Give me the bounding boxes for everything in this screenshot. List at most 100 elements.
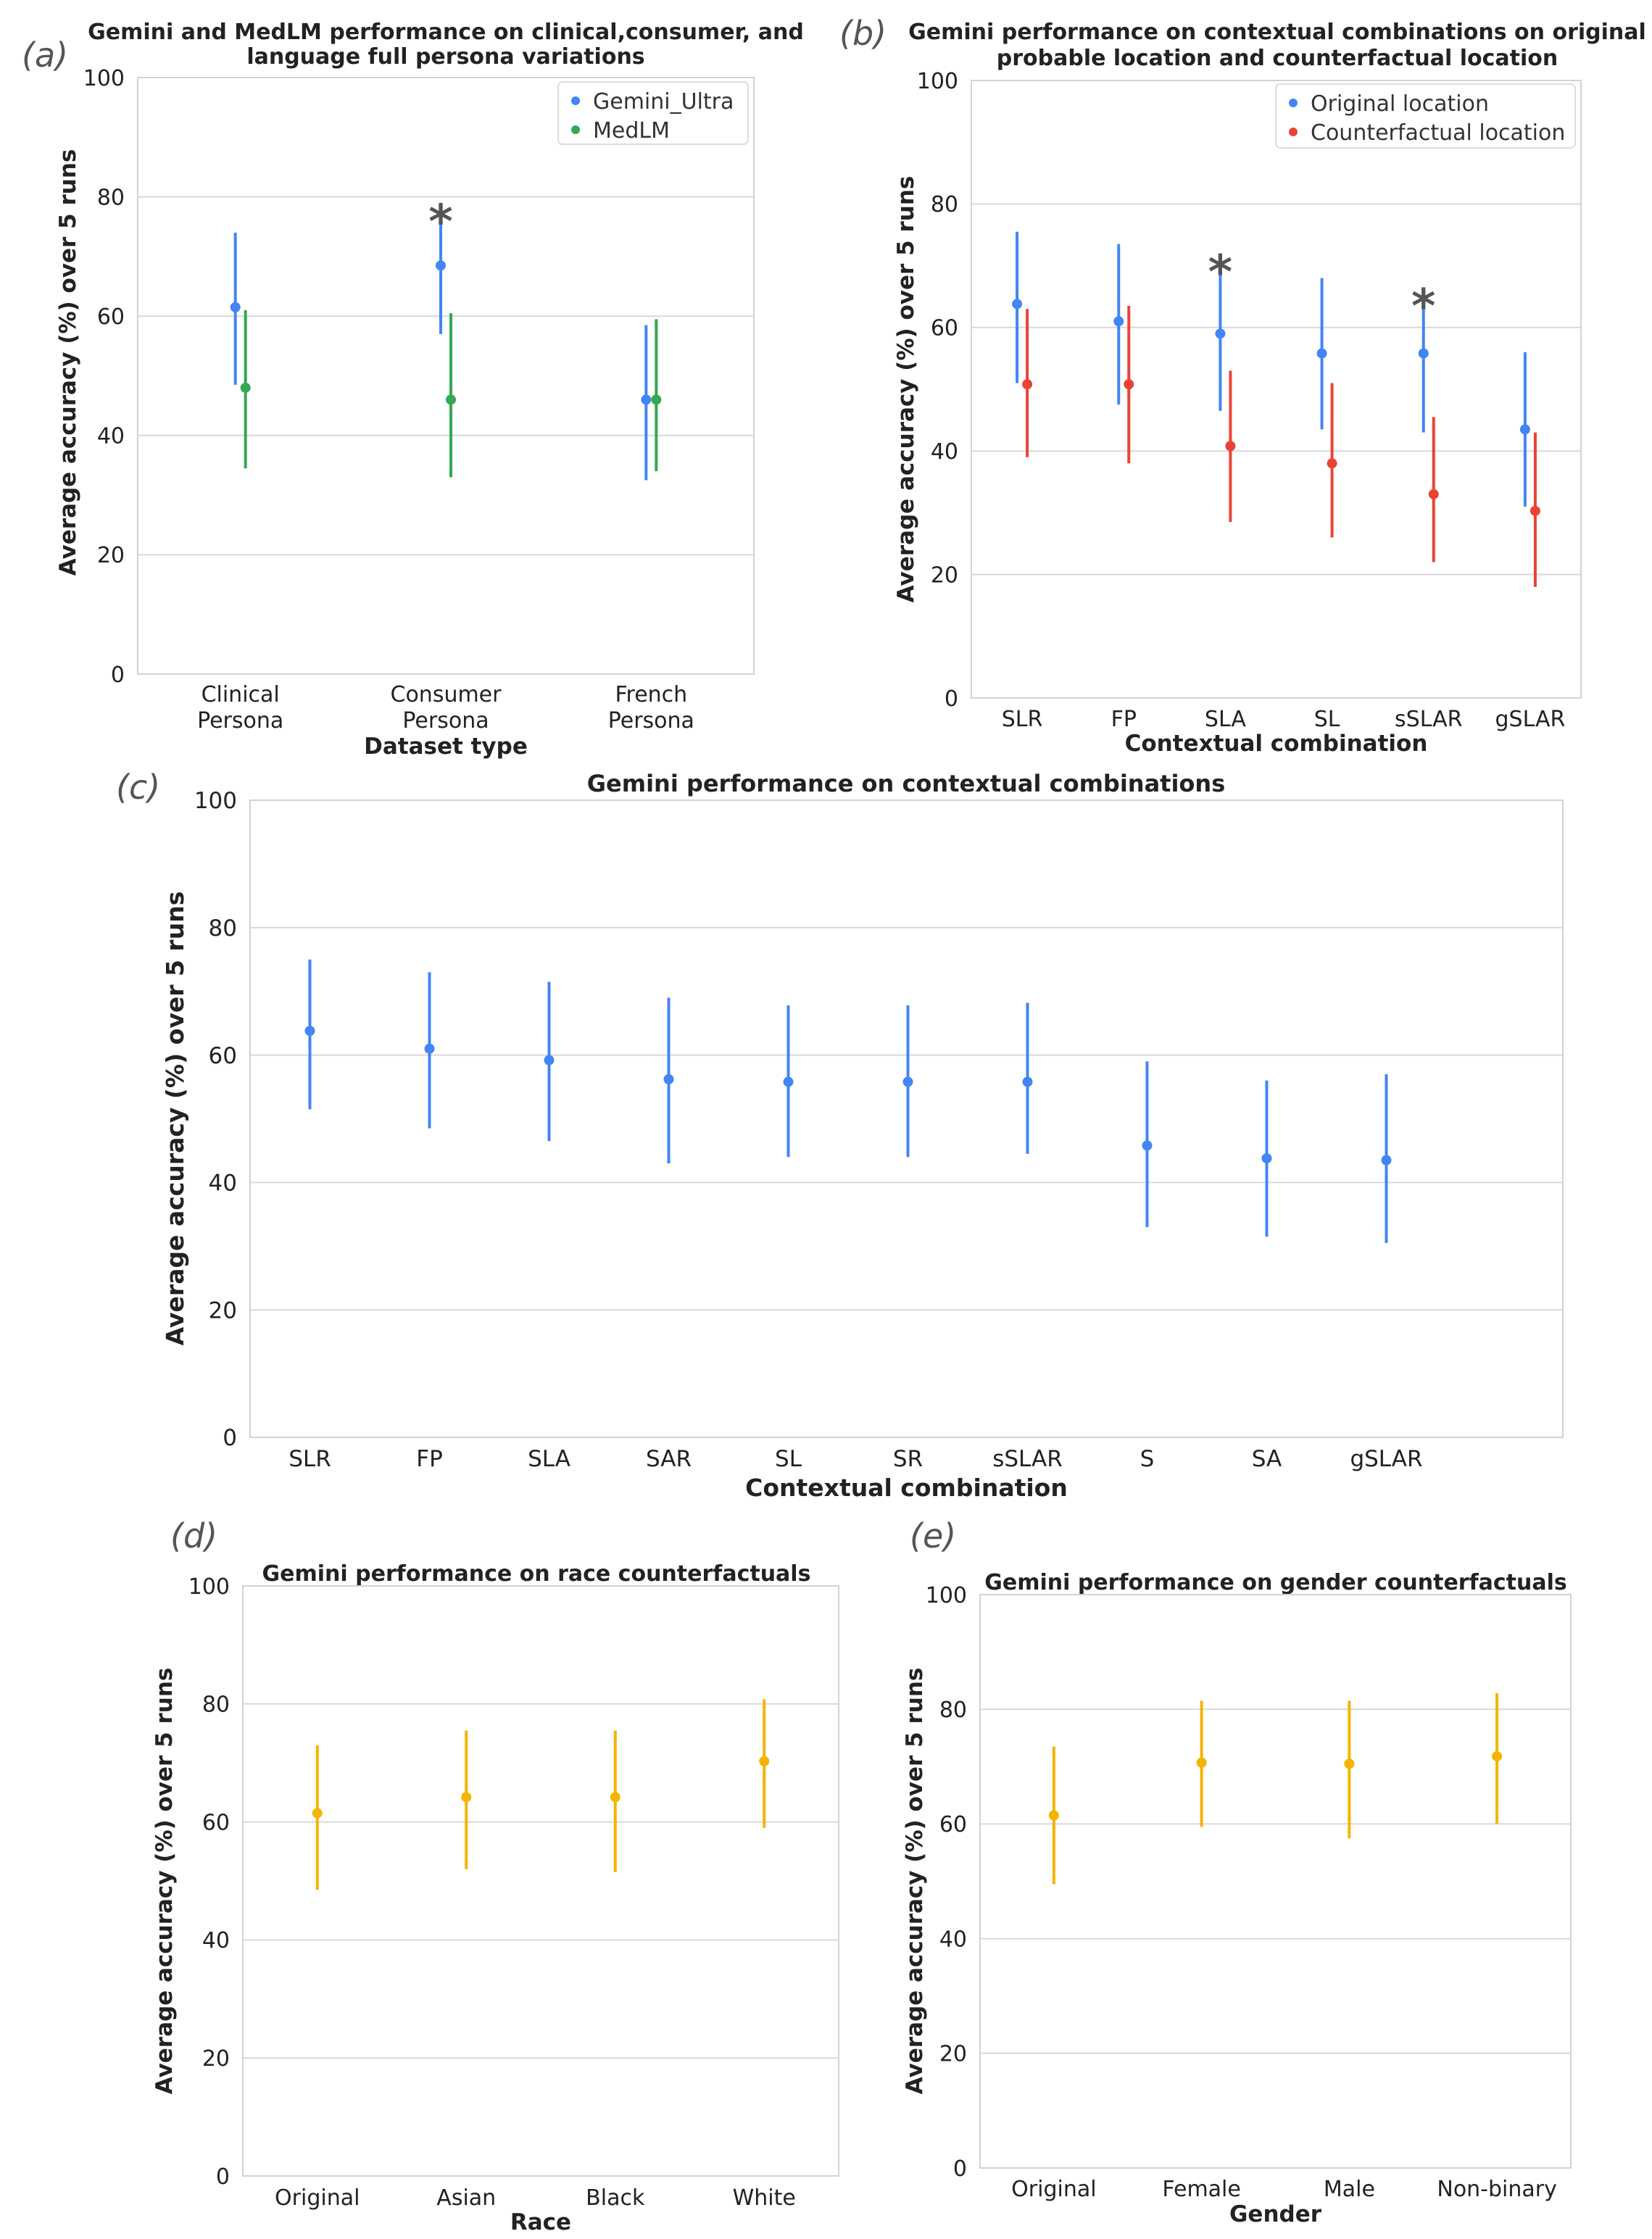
panel-c-xtick-label: S [1140, 1446, 1155, 1472]
panel-b-point-counterfactual-location [1529, 505, 1540, 516]
panel-e-ytick-label: 20 [939, 2042, 967, 2067]
panel-a-legend-marker-medlm [571, 125, 580, 134]
panel-b-point-original-location [1215, 328, 1226, 339]
panel-d-point-gemini [461, 1792, 472, 1803]
panel-c-point-gemini [304, 1026, 315, 1037]
panel-d-label: (d) [170, 1516, 217, 1555]
panel-b-ytick-label: 20 [931, 562, 958, 588]
panel-b-legend-label: Original location [1311, 91, 1489, 117]
panel-e-title: Gemini performance on gender counterfact… [984, 1570, 1567, 1595]
panel-c-point-gemini [424, 1043, 435, 1054]
panel-b-xtick-label: FP [1111, 707, 1137, 732]
panel-e-xtick-label: Male [1324, 2177, 1375, 2202]
panel-a-ytick-label: 0 [111, 662, 125, 688]
panel-a-title-line: Gemini and MedLM performance on clinical… [88, 20, 804, 45]
panel-b-ytick-label: 60 [931, 316, 958, 341]
panel-b-xtick-label: gSLAR [1495, 707, 1565, 732]
panel-b-plot-frame [971, 80, 1582, 699]
panel-c-ytick-label: 100 [194, 788, 237, 814]
panel-e-point-gemini [1492, 1751, 1503, 1762]
panel-d-title: Gemini performance on race counterfactua… [262, 1561, 811, 1587]
panel-b-ytick-label: 0 [945, 686, 958, 712]
panel-a-ytick-label: 40 [97, 424, 125, 449]
panel-b-point-counterfactual-location [1225, 441, 1236, 452]
panel-e-xtick-label: Original [1011, 2177, 1096, 2202]
panel-d-ytick-label: 80 [202, 1692, 230, 1718]
panel-e-label: (e) [910, 1516, 956, 1555]
panel-b-point-original-location [1316, 348, 1327, 359]
panel-b-xtick-label: sSLAR [1395, 707, 1462, 732]
panel-d-point-gemini [610, 1792, 620, 1803]
panel-c-xtick-label: SAR [646, 1446, 692, 1472]
panel-b-ytick-label: 40 [931, 439, 958, 465]
panel-c-point-gemini [1142, 1140, 1153, 1151]
panel-a-xtick-label: Persona [402, 708, 489, 734]
panel-c-x-axis-label: Contextual combination [745, 1474, 1068, 1502]
panel-b-y-axis-label: Average accuracy (%) over 5 runs [893, 176, 919, 603]
panel-c-point-gemini [1022, 1076, 1033, 1087]
panel-d-plot-frame [242, 1585, 839, 2177]
panel-b-ytick-label: 100 [917, 69, 958, 94]
panel-a-point-medlm [651, 394, 662, 405]
panel-b-point-counterfactual-location [1022, 379, 1033, 390]
panel-b-point-counterfactual-location [1428, 489, 1439, 499]
panel-d-ytick-label: 40 [202, 1928, 230, 1953]
panel-c-point-gemini [663, 1074, 674, 1085]
panel-c-xtick-label: SA [1252, 1446, 1282, 1472]
panel-a-xtick-label: Clinical [202, 682, 280, 707]
panel-c-y-axis-label: Average accuracy (%) over 5 runs [161, 892, 189, 1346]
panel-a-xtick-label: Persona [197, 708, 283, 734]
panel-d-point-gemini [312, 1808, 323, 1819]
panel-a-point-gemini-ultra [641, 394, 652, 405]
panel-c-xtick-label: sSLAR [992, 1446, 1063, 1472]
panel-d-xtick-label: Original [275, 2185, 360, 2211]
panel-d-y-axis-label: Average accuracy (%) over 5 runs [151, 1668, 178, 2095]
panel-c-title: Gemini performance on contextual combina… [587, 770, 1225, 797]
panel-a-ytick-label: 20 [97, 543, 125, 568]
panel-c-point-gemini [1381, 1155, 1392, 1166]
panel-b-point-counterfactual-location [1124, 379, 1134, 390]
panel-e-ytick-label: 80 [939, 1698, 967, 1723]
panel-a-legend [557, 81, 749, 145]
panel-e-x-axis-label: Gender [1229, 2201, 1322, 2227]
panel-b-label: (b) [839, 14, 887, 53]
panel-c-label: (c) [116, 768, 160, 807]
panel-b-ytick-label: 80 [931, 192, 958, 217]
panel-d-ytick-label: 20 [202, 2046, 230, 2072]
panel-d-ytick-label: 0 [216, 2164, 230, 2190]
panel-c-ytick-label: 0 [223, 1425, 237, 1451]
panel-a-plot-frame [137, 77, 755, 675]
panel-c-xtick-label: SL [775, 1446, 802, 1472]
panel-c-ytick-label: 60 [209, 1043, 237, 1069]
panel-d-ytick-label: 100 [188, 1574, 230, 1600]
panel-c-point-gemini [544, 1055, 555, 1066]
panel-d-ytick-label: 60 [202, 1810, 230, 1835]
panel-b-title-line: probable location and counterfactual loc… [997, 46, 1558, 71]
panel-d-xtick-label: Black [586, 2185, 645, 2211]
panel-a-ytick-label: 60 [97, 304, 125, 330]
panel-a-xtick-label: Persona [608, 708, 694, 734]
panel-a-point-gemini-ultra [436, 260, 446, 271]
panel-e-ytick-label: 0 [953, 2156, 967, 2182]
panel-d-xtick-label: Asian [436, 2185, 496, 2211]
panel-c-plot-frame [249, 799, 1564, 1438]
panel-e-ytick-label: 60 [939, 1812, 967, 1837]
panel-b-legend [1275, 83, 1576, 149]
panel-c-ytick-label: 20 [209, 1297, 237, 1324]
panel-c-xtick-label: FP [416, 1446, 443, 1472]
panel-b-point-original-location [1012, 299, 1023, 310]
panel-b-title-line: Gemini performance on contextual combina… [908, 20, 1646, 45]
panel-b-xtick-label: SLA [1205, 707, 1246, 732]
panel-c-xtick-label: SR [893, 1446, 923, 1472]
panel-a-x-axis-label: Dataset type [364, 734, 528, 760]
panel-c-point-gemini [902, 1076, 913, 1087]
panel-d-point-gemini [759, 1756, 770, 1766]
panel-e-ytick-label: 100 [926, 1583, 967, 1608]
panel-c-ytick-label: 40 [209, 1171, 237, 1197]
panel-e-xtick-label: Non-binary [1437, 2177, 1557, 2202]
panel-b-significance-marker: * [1208, 246, 1232, 300]
panel-d-x-axis-label: Race [510, 2209, 571, 2235]
panel-a-title-line: language full persona variations [246, 44, 644, 70]
panel-b-xtick-label: SL [1314, 707, 1340, 732]
